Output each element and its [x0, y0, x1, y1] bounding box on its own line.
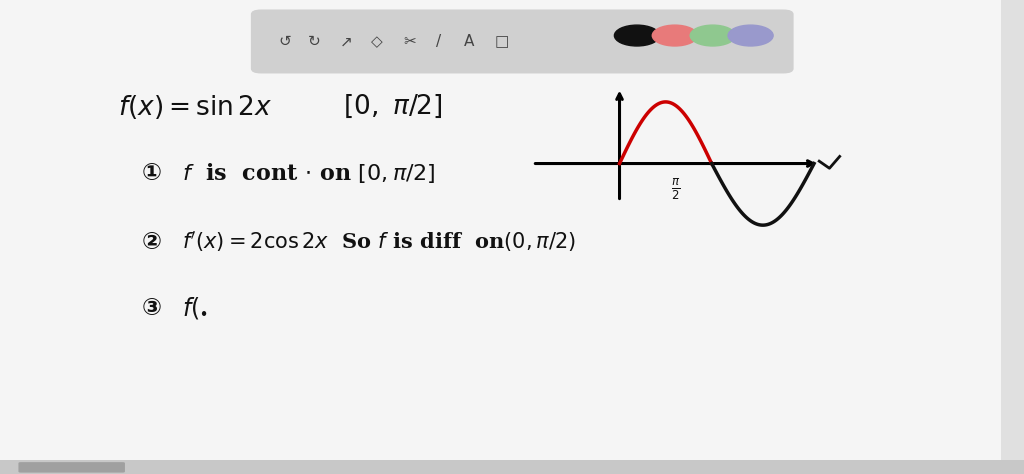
Circle shape: [690, 25, 735, 46]
Circle shape: [728, 25, 773, 46]
Circle shape: [614, 25, 659, 46]
Text: $f(x) = \sin 2x$: $f(x) = \sin 2x$: [118, 92, 272, 121]
Bar: [1001, 0, 1024, 460]
Text: ◇: ◇: [371, 34, 383, 49]
Text: ✂: ✂: [403, 34, 416, 49]
Text: $\frac{\pi}{2}$: $\frac{\pi}{2}$: [671, 177, 681, 202]
Text: $f'(x) = 2\cos 2x$  So $f$ is diff  on$(0, \pi/2)$: $f'(x) = 2\cos 2x$ So $f$ is diff on$(0,…: [182, 229, 577, 254]
Text: A: A: [464, 34, 474, 49]
Text: $f$  is  cont $\cdot$ on $[0, \pi/2]$: $f$ is cont $\cdot$ on $[0, \pi/2]$: [182, 161, 435, 185]
Text: $[0,\ \pi/2]$: $[0,\ \pi/2]$: [343, 93, 442, 120]
Bar: [0, 460, 1024, 474]
Text: ①: ①: [141, 161, 162, 185]
Text: ②: ②: [141, 230, 162, 254]
Text: /: /: [435, 34, 441, 49]
Text: ③: ③: [141, 296, 162, 320]
Text: $f($.: $f($.: [182, 295, 208, 321]
FancyBboxPatch shape: [18, 462, 125, 473]
FancyBboxPatch shape: [251, 9, 794, 73]
Text: ↺: ↺: [279, 34, 291, 49]
Text: ↗: ↗: [340, 34, 352, 49]
Circle shape: [652, 25, 697, 46]
Text: ↻: ↻: [308, 34, 321, 49]
Text: □: □: [495, 34, 509, 49]
